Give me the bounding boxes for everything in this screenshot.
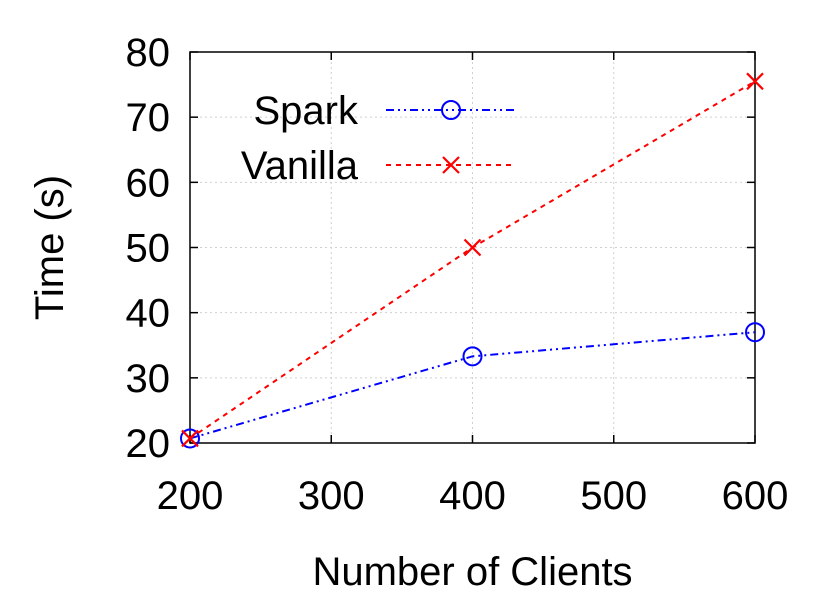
x-tick-label: 400 [439,474,506,518]
y-tick-label: 20 [126,422,171,466]
y-axis-label: Time (s) [28,175,72,320]
legend-marker-spark [441,100,461,120]
series-spark [180,322,765,449]
x-axis-ticks: 200 300 400 500 600 [157,52,789,518]
y-tick-label: 60 [126,161,171,205]
y-tick-label: 50 [126,227,171,271]
legend-label-spark: Spark [254,89,359,133]
data-point-vanilla [746,72,764,91]
x-axis-label: Number of Clients [312,550,632,594]
x-tick-label: 500 [580,474,647,518]
y-tick-label: 30 [126,357,171,401]
data-point-spark [745,322,765,343]
x-tick-label: 300 [298,474,365,518]
y-tick-label: 70 [126,96,171,140]
series-line-spark [189,331,756,440]
y-tick-label: 40 [126,292,171,336]
data-point-vanilla [463,238,482,257]
y-axis-ticks: 20 30 40 50 60 70 80 [126,31,755,466]
series-vanilla [181,72,764,448]
y-tick-label: 80 [126,31,171,75]
x-tick-label: 200 [157,474,224,518]
series-line-vanilla [189,80,756,440]
data-point-vanilla [181,429,199,448]
x-tick-label: 600 [722,474,789,518]
data-point-spark [462,346,483,367]
legend-marker-vanilla [442,156,460,174]
data-point-spark [180,428,200,449]
legend: Spark Vanilla [241,89,514,188]
series-layer [180,72,765,449]
legend-label-vanilla: Vanilla [241,144,359,188]
